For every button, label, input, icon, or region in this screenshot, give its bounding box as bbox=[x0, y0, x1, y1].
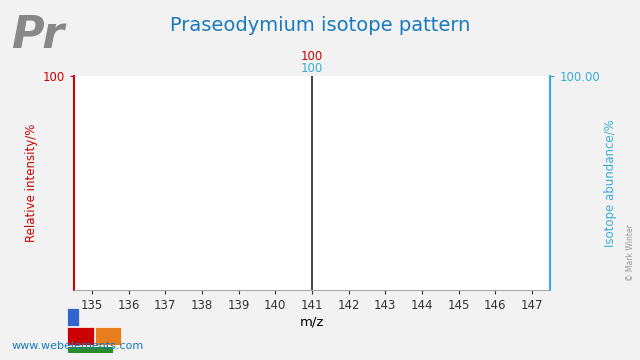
Text: www.webelements.com: www.webelements.com bbox=[12, 341, 144, 351]
Text: Pr: Pr bbox=[12, 14, 65, 57]
Y-axis label: Isotope abundance/%: Isotope abundance/% bbox=[604, 119, 618, 247]
Bar bbox=[95, 327, 120, 345]
Bar bbox=[67, 346, 113, 353]
Text: 100: 100 bbox=[301, 62, 323, 75]
Text: Praseodymium isotope pattern: Praseodymium isotope pattern bbox=[170, 16, 470, 35]
Bar bbox=[67, 308, 79, 326]
Y-axis label: Relative intensity/%: Relative intensity/% bbox=[25, 123, 38, 242]
Text: 100: 100 bbox=[301, 50, 323, 63]
Text: © Mark Winter: © Mark Winter bbox=[626, 224, 635, 281]
X-axis label: m/z: m/z bbox=[300, 316, 324, 329]
Bar bbox=[67, 327, 95, 345]
